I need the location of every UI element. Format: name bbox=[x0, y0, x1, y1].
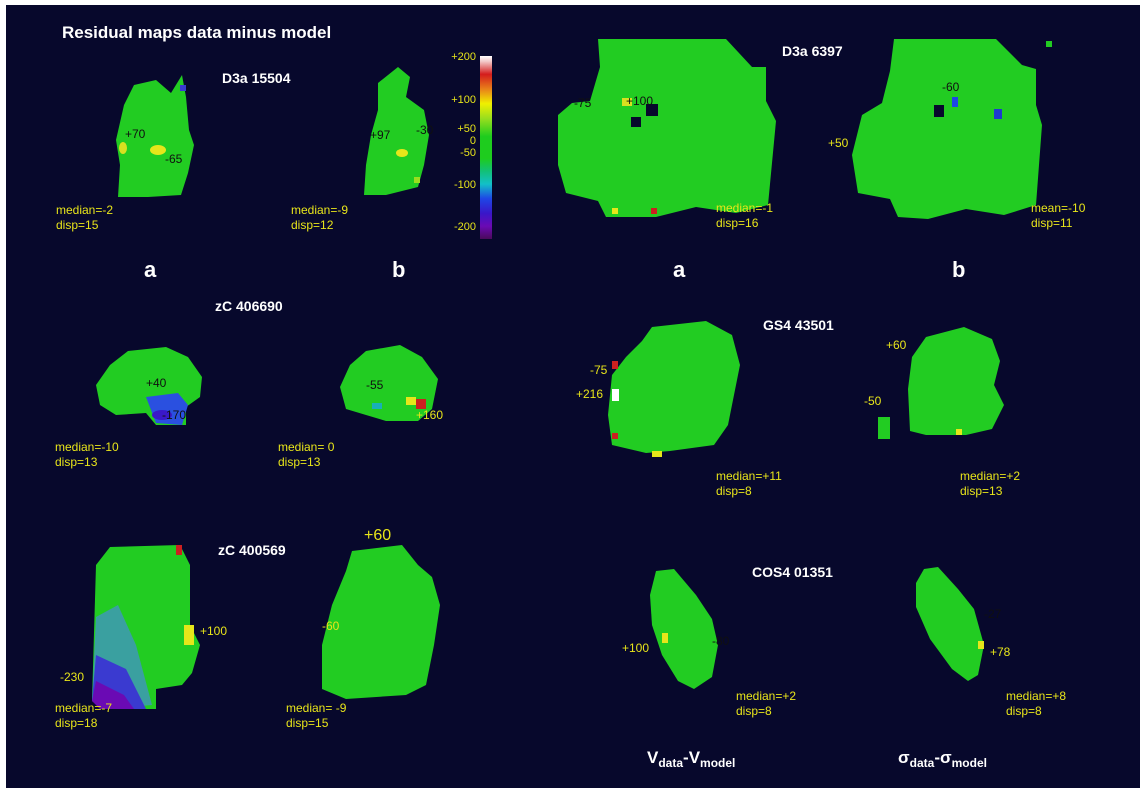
v-symbol: V bbox=[647, 748, 659, 767]
residual-value: -30 bbox=[416, 123, 434, 137]
map-d3a15504-a bbox=[116, 75, 194, 197]
residual-value: -60 bbox=[942, 80, 960, 94]
residual-value: +78 bbox=[990, 645, 1011, 659]
residual-value: -60 bbox=[322, 619, 340, 633]
residual-value: -80 bbox=[712, 634, 730, 648]
residual-value: -50 bbox=[864, 394, 882, 408]
colorbar-tick: +50 bbox=[457, 123, 476, 135]
residual-map-layer bbox=[92, 39, 1052, 709]
colorbar bbox=[480, 56, 492, 239]
colorbar-tick: -50 bbox=[460, 147, 476, 159]
map-d3a15504-b bbox=[364, 67, 429, 195]
residual-value: +40 bbox=[146, 376, 167, 390]
median-text: median=+2 bbox=[960, 469, 1021, 483]
median-text: median=-2 bbox=[56, 203, 114, 217]
residual-value: -230 bbox=[60, 670, 85, 684]
residual-value: -55 bbox=[366, 378, 384, 392]
disp-text: disp=18 bbox=[55, 716, 98, 730]
residual-value: -75 bbox=[590, 363, 608, 377]
disp-text: disp=8 bbox=[716, 484, 752, 498]
map-zc400569-a bbox=[92, 545, 200, 709]
median-text: median=+2 bbox=[736, 689, 797, 703]
sigma-model-sub: model bbox=[951, 756, 987, 770]
disp-text: disp=11 bbox=[1031, 216, 1073, 230]
map-gs4-43501-b bbox=[878, 327, 1004, 439]
median-text: median=+11 bbox=[716, 469, 782, 483]
panel-label-a: a bbox=[673, 257, 686, 282]
figure-title: Residual maps data minus model bbox=[62, 23, 332, 42]
residual-value: +100 bbox=[200, 624, 228, 638]
residual-value: -65 bbox=[165, 152, 183, 166]
v-minus: -V bbox=[683, 748, 701, 767]
median-text: median=-10 bbox=[55, 440, 119, 454]
median-text: mean=-10 bbox=[1031, 201, 1086, 215]
median-text: median=+8 bbox=[1006, 689, 1067, 703]
residual-value: +60 bbox=[364, 527, 392, 544]
sigma-data-sub: data bbox=[909, 756, 935, 770]
map-zc406690-b bbox=[340, 345, 438, 421]
velocity-residual-label: Vdata-Vmodel bbox=[647, 749, 735, 769]
galaxy-name: zC 406690 bbox=[215, 298, 283, 314]
median-text: median=-1 bbox=[716, 201, 774, 215]
disp-text: disp=15 bbox=[56, 218, 99, 232]
disp-text: disp=13 bbox=[55, 455, 98, 469]
sigma-symbol: σ bbox=[898, 748, 910, 767]
colorbar-tick: +100 bbox=[451, 94, 476, 106]
galaxy-name: D3a 15504 bbox=[222, 70, 291, 86]
median-text: median=-9 bbox=[291, 203, 349, 217]
galaxy-name: COS4 01351 bbox=[752, 564, 833, 580]
v-model-sub: model bbox=[700, 756, 736, 770]
map-gs4-43501-a bbox=[608, 321, 740, 457]
residual-value: +60 bbox=[886, 338, 907, 352]
disp-text: disp=13 bbox=[960, 484, 1003, 498]
panel-label-b: b bbox=[392, 257, 406, 282]
panel-label-a: a bbox=[144, 257, 157, 282]
disp-text: disp=15 bbox=[286, 716, 329, 730]
map-cos4-01351-a bbox=[650, 569, 718, 689]
residual-value: +100 bbox=[622, 641, 650, 655]
residual-value: +100 bbox=[626, 94, 654, 108]
median-text: median=-7 bbox=[55, 701, 113, 715]
colorbar-tick: -100 bbox=[453, 179, 476, 191]
residual-value: +216 bbox=[576, 387, 604, 401]
disp-text: disp=8 bbox=[1006, 704, 1042, 718]
disp-text: disp=16 bbox=[716, 216, 759, 230]
colorbar-tick: +200 bbox=[451, 51, 476, 63]
colorbar-tick: 0 bbox=[469, 135, 476, 147]
residual-value: +70 bbox=[125, 127, 146, 141]
residual-value: -75 bbox=[574, 96, 592, 110]
sigma-minus: -σ bbox=[934, 748, 952, 767]
galaxy-name: zC 400569 bbox=[218, 542, 286, 558]
disp-text: disp=12 bbox=[291, 218, 334, 232]
map-zc406690-a bbox=[96, 347, 202, 425]
disp-text: disp=8 bbox=[736, 704, 772, 718]
dispersion-residual-label: σdata-σmodel bbox=[898, 749, 987, 769]
map-d3a6397-b bbox=[852, 39, 1052, 219]
residual-value: -27 bbox=[984, 607, 1002, 621]
residual-value: +97 bbox=[370, 128, 391, 142]
galaxy-name: D3a 6397 bbox=[782, 43, 843, 59]
residual-value: -170 bbox=[162, 408, 187, 422]
map-cos4-01351-b bbox=[916, 567, 984, 681]
disp-text: disp=13 bbox=[278, 455, 321, 469]
residual-value: +160 bbox=[416, 408, 444, 422]
panel-label-b: b bbox=[952, 257, 966, 282]
map-zc400569-b bbox=[322, 545, 440, 699]
residual-value: +50 bbox=[828, 136, 849, 150]
median-text: median= 0 bbox=[278, 440, 335, 454]
residual-maps-figure: Residual maps data minus model +200 +100… bbox=[6, 5, 1140, 788]
map-d3a6397-a bbox=[558, 39, 776, 217]
galaxy-name: GS4 43501 bbox=[763, 317, 834, 333]
colorbar-tick: -200 bbox=[453, 221, 476, 233]
v-data-sub: data bbox=[658, 756, 684, 770]
median-text: median= -9 bbox=[286, 701, 347, 715]
